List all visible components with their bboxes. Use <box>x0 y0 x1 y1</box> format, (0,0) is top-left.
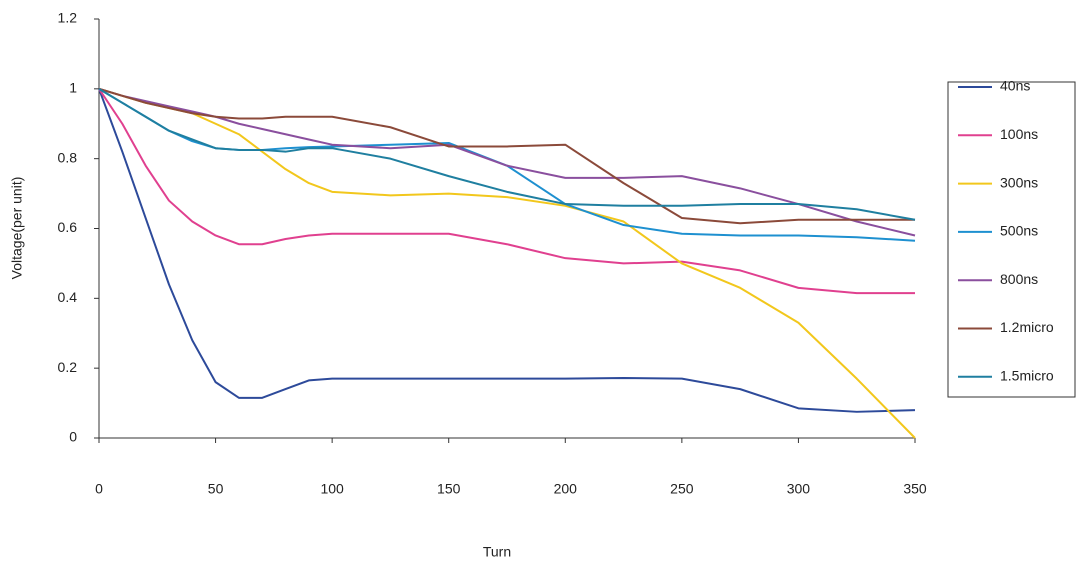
series-line <box>98 87 916 221</box>
y-tick-label: 0.6 <box>58 219 78 235</box>
legend-label: 500ns <box>1000 223 1038 239</box>
x-tick-label: 0 <box>95 481 103 497</box>
x-tick-label: 300 <box>787 481 811 497</box>
y-tick-label: 1.2 <box>58 10 78 26</box>
series-line <box>98 88 915 295</box>
y-tick-label: 0.4 <box>58 289 78 305</box>
legend-label: 1.2micro <box>1000 319 1054 335</box>
legend-label: 300ns <box>1000 174 1038 190</box>
x-tick-label: 200 <box>554 481 578 497</box>
x-tick-label: 250 <box>670 481 694 497</box>
series-line <box>98 88 916 413</box>
series-line <box>98 87 915 225</box>
x-tick-label: 350 <box>903 481 927 497</box>
y-tick-label: 0.8 <box>58 149 78 165</box>
x-tick-label: 100 <box>320 481 344 497</box>
legend-label: 1.5micro <box>1000 368 1054 384</box>
x-tick-label: 150 <box>437 481 461 497</box>
y-tick-label: 0 <box>69 429 77 445</box>
legend-label: 100ns <box>1000 126 1038 142</box>
y-axis-title: Voltage(per unit) <box>9 177 25 280</box>
x-axis-title: Turn <box>483 544 511 560</box>
y-tick-label: 1 <box>69 80 77 96</box>
legend-label: 40ns <box>1000 78 1030 94</box>
series-line <box>98 87 916 237</box>
y-tick-label: 0.2 <box>58 359 78 375</box>
legend-label: 800ns <box>1000 271 1038 287</box>
x-tick-label: 50 <box>208 481 224 497</box>
